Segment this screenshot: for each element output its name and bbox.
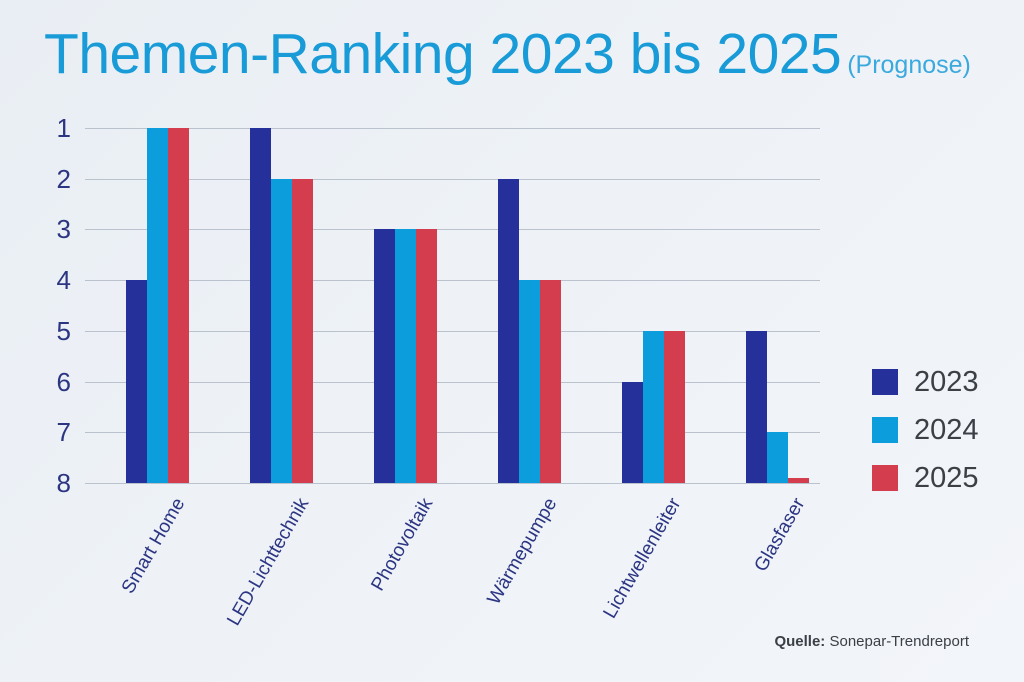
bar-2025[interactable]	[416, 229, 437, 483]
gridline	[85, 280, 820, 282]
bar-2025[interactable]	[168, 128, 189, 483]
y-axis-tick-label: 3	[56, 214, 71, 245]
legend-label: 2025	[914, 461, 979, 494]
bar-group: Wärmepumpe	[483, 128, 561, 608]
legend-label: 2023	[914, 365, 979, 398]
gridline	[85, 483, 820, 484]
bar-2025[interactable]	[788, 478, 809, 483]
bar-2023[interactable]	[498, 178, 519, 483]
y-axis-tick-label: 6	[56, 366, 71, 397]
legend-swatch-icon	[872, 369, 898, 395]
x-axis-category-label: LED-Lichttechnik	[222, 494, 313, 630]
bar-2023[interactable]	[126, 280, 147, 483]
legend-label: 2024	[914, 413, 979, 446]
source-text: Sonepar-Trendreport	[825, 633, 969, 650]
chart-subtitle: (Prognose)	[847, 51, 971, 79]
legend-item-2025[interactable]: 2025	[872, 454, 979, 502]
source-prefix: Quelle:	[774, 633, 826, 650]
gridline	[85, 229, 820, 231]
bar-2024[interactable]	[395, 229, 416, 483]
y-axis-tick-label: 2	[56, 163, 71, 194]
bar-group: Smart Home	[117, 128, 189, 597]
x-axis-category-label: Photovoltaik	[366, 494, 437, 595]
bar-group: Lichtwellenleiter	[599, 128, 685, 622]
bar-2024[interactable]	[519, 280, 540, 483]
x-axis-category-label: Lichtwellenleiter	[599, 494, 685, 623]
bar-2025[interactable]	[540, 280, 561, 483]
chart-legend: 2023 2024 2025	[872, 358, 979, 502]
legend-swatch-icon	[872, 465, 898, 491]
source-attribution: Quelle: Sonepar-Trendreport	[774, 633, 969, 650]
y-axis-tick-label: 7	[56, 417, 71, 448]
bar-group: LED-Lichttechnik	[223, 128, 313, 629]
bar-2023[interactable]	[622, 381, 643, 483]
bar-2025[interactable]	[292, 178, 313, 483]
bar-2024[interactable]	[767, 432, 788, 483]
bar-2023[interactable]	[374, 229, 395, 483]
legend-item-2024[interactable]: 2024	[872, 406, 979, 454]
gridline	[85, 128, 820, 129]
legend-swatch-icon	[872, 417, 898, 443]
legend-item-2023[interactable]: 2023	[872, 358, 979, 406]
bar-2024[interactable]	[643, 330, 664, 483]
x-axis-category-label: Smart Home	[117, 494, 189, 598]
bar-group: Photovoltaik	[367, 128, 437, 595]
x-axis-category-label: Glasfaser	[749, 494, 809, 576]
gridline	[85, 330, 820, 332]
gridline	[85, 178, 820, 180]
y-axis-tick-label: 8	[56, 468, 71, 498]
bar-2025[interactable]	[664, 330, 685, 483]
chart-title: Themen-Ranking 2023 bis 2025	[44, 22, 842, 86]
bar-2024[interactable]	[271, 178, 292, 483]
chart-plot-area: 1 2 3 4 5 6 7 8 Smart Home LED-Lichttechnik Photo…	[57, 115, 820, 629]
gridline	[85, 381, 820, 383]
y-axis-tick-label: 1	[56, 113, 71, 143]
bar-2023[interactable]	[250, 128, 271, 483]
x-axis-category-label: Wärmepumpe	[482, 494, 561, 609]
page-title: Themen-Ranking 2023 bis 2025 (Prognose)	[44, 26, 971, 83]
bar-2024[interactable]	[147, 128, 168, 483]
y-axis-tick-label: 5	[56, 315, 71, 346]
gridline	[85, 432, 820, 434]
bar-group: Glasfaser	[746, 128, 809, 575]
bar-2023[interactable]	[746, 330, 767, 483]
y-axis-tick-label: 4	[56, 265, 71, 296]
